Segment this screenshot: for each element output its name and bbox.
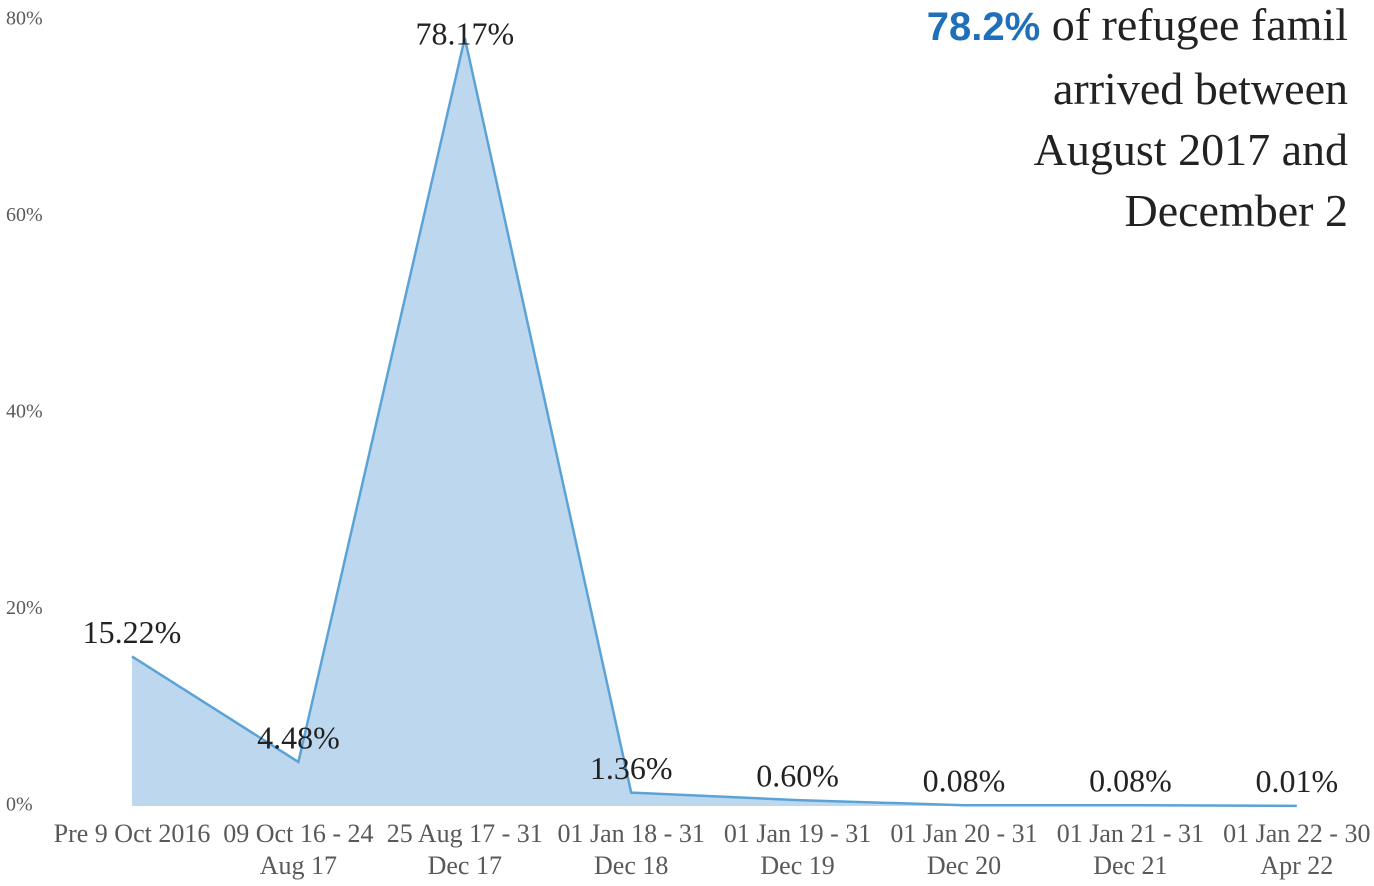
x-tick-label: 01 Jan 20 - 31 Dec 20 [890,819,1038,880]
x-tick-label: 01 Jan 18 - 31 Dec 18 [557,819,705,880]
x-tick-label: 09 Oct 16 - 24 Aug 17 [223,819,374,880]
data-label: 15.22% [83,614,182,650]
area [132,37,1297,807]
data-label: 0.08% [923,763,1006,799]
y-tick-label: 0% [6,794,33,816]
y-tick-label: 20% [6,597,43,619]
data-label: 0.01% [1255,763,1338,799]
y-tick-label: 80% [6,8,43,30]
data-label: 1.36% [590,750,673,786]
data-label: 0.08% [1089,763,1172,799]
x-tick-label: Pre 9 Oct 2016 [53,819,211,848]
line [131,37,1297,808]
x-tick-label: 01 Jan 22 - 30 Apr 22 [1223,819,1371,880]
data-label: 78.17% [415,15,514,51]
x-tick-label: 01 Jan 19 - 31 Dec 19 [723,819,872,880]
annotation-line: December 2 [1124,185,1349,236]
y-tick-label: 60% [6,204,43,226]
annotation-line: arrived between [1052,63,1348,114]
x-tick-label: 01 Jan 21 - 31 Dec 21 [1056,819,1205,880]
data-label: 0.60% [756,757,839,793]
annotation-line: 78.2% of refugee famil [927,0,1348,58]
annotation: 78.2% of refugee famil arrived between A… [927,0,1348,241]
annotation-highlight: 78.2% [926,5,1041,49]
data-label: 4.48% [257,719,340,755]
y-tick-label: 40% [6,401,43,423]
annotation-text: of refugee famil [1051,0,1348,50]
annotation-line: August 2017 and [1033,124,1348,175]
x-tick-label: 25 Aug 17 - 31 Dec 17 [386,819,543,880]
